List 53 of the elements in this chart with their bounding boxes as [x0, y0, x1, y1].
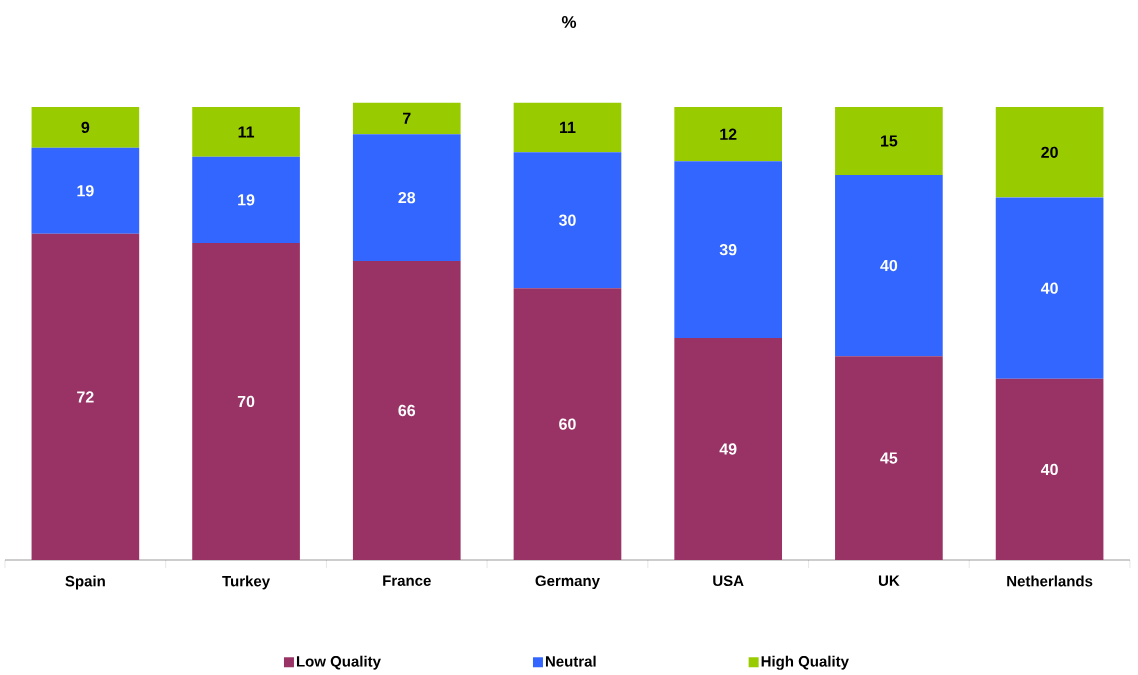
data-label: 12 [720, 128, 737, 140]
bar [835, 107, 943, 175]
chart-title: % [561, 16, 577, 28]
data-label: 28 [398, 191, 416, 204]
x-tick-label: Germany [535, 575, 600, 590]
bar [192, 242, 300, 560]
data-label: 45 [880, 452, 898, 464]
x-tick-label: USA [713, 575, 744, 587]
bar [31, 233, 140, 560]
data-label: 66 [398, 404, 416, 417]
data-label: 70 [237, 395, 255, 408]
bar [674, 161, 783, 339]
bar [674, 107, 783, 162]
data-label: 7 [403, 112, 411, 124]
x-tick-label: France [383, 575, 431, 586]
bar [513, 102, 622, 153]
data-label: 39 [719, 244, 737, 256]
bar [352, 102, 461, 135]
data-label: 19 [77, 185, 94, 197]
data-label: 15 [881, 135, 898, 147]
data-label: 19 [238, 194, 255, 206]
bar [31, 147, 140, 234]
data-label: 40 [1040, 282, 1058, 294]
bar [835, 356, 943, 560]
bar [995, 378, 1104, 560]
bar [31, 107, 140, 148]
bar [352, 134, 461, 262]
x-tick-label: Netherlands [1007, 575, 1093, 587]
bar [513, 288, 622, 560]
legend-label: High Quality [761, 655, 849, 670]
bar [352, 261, 461, 560]
data-label: 49 [719, 443, 737, 455]
data-label: 40 [880, 259, 898, 272]
data-label: 9 [81, 121, 90, 134]
data-label: 30 [558, 214, 576, 226]
data-label: 11 [238, 126, 255, 138]
data-label: 72 [77, 391, 94, 403]
legend-label: Neutral [545, 655, 596, 667]
data-label: 20 [1041, 146, 1058, 158]
data-label: 11 [560, 121, 576, 133]
bar [995, 107, 1104, 198]
x-tick-label: UK [878, 575, 900, 586]
legend-label: Low Quality [296, 655, 381, 670]
bar [192, 107, 300, 157]
bar [674, 338, 783, 560]
bar [192, 156, 300, 243]
bar [835, 174, 943, 357]
x-tick-label: Turkey [222, 575, 271, 590]
bar [513, 152, 622, 289]
bar [995, 197, 1104, 379]
x-tick-label: Spain [65, 575, 105, 590]
data-label: 60 [559, 418, 576, 430]
data-label: 40 [1040, 463, 1058, 476]
